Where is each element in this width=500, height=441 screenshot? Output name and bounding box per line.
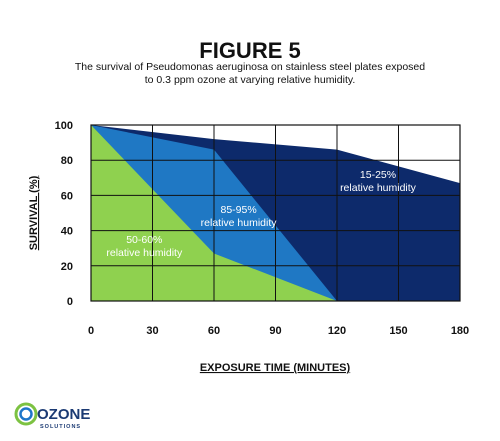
x-tick-label: 30: [146, 325, 158, 337]
y-tick-label: 60: [61, 190, 73, 202]
logo-ring-inner-icon: [19, 407, 33, 421]
x-axis-label: EXPOSURE TIME (MINUTES): [200, 362, 351, 374]
ozone-solutions-logo: OZONE SOLUTIONS: [14, 402, 90, 430]
x-tick-label: 150: [389, 325, 407, 337]
x-tick-label: 180: [451, 325, 469, 337]
x-tick-label: 90: [269, 325, 281, 337]
series-label-line-1: 85-95%: [220, 204, 256, 216]
series-label-line-2: relative humidity: [106, 247, 183, 259]
figure-subtitle-line-2: to 0.3 ppm ozone at varying relative hum…: [145, 74, 356, 86]
logo-text-sub: SOLUTIONS: [40, 424, 81, 430]
figure-subtitle-line-1: The survival of Pseudomonas aeruginosa o…: [75, 61, 425, 73]
logo-ring-outer-icon: [14, 402, 38, 426]
y-tick-label: 100: [55, 120, 73, 132]
series-label-line-2: relative humidity: [201, 217, 278, 229]
x-tick-label: 60: [208, 325, 220, 337]
x-tick-labels: 0 30 60 90 120 150 180: [88, 325, 469, 337]
logo-text-main: OZONE: [37, 406, 90, 423]
x-tick-label: 0: [88, 325, 94, 337]
y-tick-label: 40: [61, 226, 73, 238]
x-tick-label: 120: [328, 325, 346, 337]
figure-title: FIGURE 5: [199, 38, 300, 63]
y-tick-label: 20: [61, 261, 73, 273]
series-label-line-1: 50-60%: [126, 234, 162, 246]
y-axis-label: SURVIVAL (%): [28, 175, 40, 250]
series-label-line-1: 15-25%: [360, 169, 396, 181]
y-tick-labels: 0 20 40 60 80 100: [55, 120, 73, 308]
y-tick-label: 80: [61, 155, 73, 167]
y-tick-label: 0: [67, 296, 73, 308]
series-label-line-2: relative humidity: [340, 182, 417, 194]
plot-frame: [90, 124, 461, 302]
